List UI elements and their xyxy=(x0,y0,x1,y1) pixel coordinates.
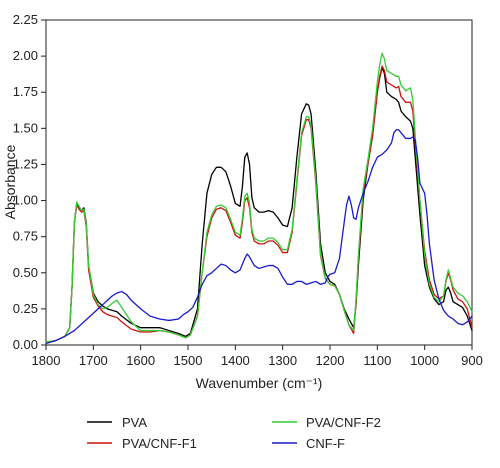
series-line-cnf-f xyxy=(45,129,473,345)
series-line-pva xyxy=(45,67,473,343)
y-tick-label: 0.50 xyxy=(13,265,38,280)
legend-label-pva: PVA xyxy=(122,415,147,430)
y-tick-label: 1.00 xyxy=(13,193,38,208)
x-tick-label: 1300 xyxy=(268,353,297,368)
x-tick-label: 1600 xyxy=(126,353,155,368)
y-tick-label: 1.25 xyxy=(13,156,38,171)
legend-item-cnf-f: CNF-F xyxy=(272,436,345,451)
series-line-pva-cnf-f2 xyxy=(45,52,473,343)
x-axis-label: Wavenumber (cm⁻¹) xyxy=(196,375,323,391)
x-tick-label: 1100 xyxy=(363,353,391,368)
y-tick-label: 0.75 xyxy=(13,229,38,244)
legend-item-pva: PVA xyxy=(87,415,147,430)
y-tick-label: 0.25 xyxy=(13,301,38,316)
x-tick-label: 1200 xyxy=(316,353,345,368)
y-tick-label: 1.50 xyxy=(13,120,38,135)
x-tick-label: 900 xyxy=(461,353,483,368)
legend-item-pva-cnf-f1: PVA/CNF-F1 xyxy=(87,436,197,451)
legend: PVA PVA/CNF-F2 PVA/CNF-F1 CNF-F xyxy=(87,415,381,451)
axes xyxy=(45,19,473,346)
series-line-pva-cnf-f1 xyxy=(45,65,473,343)
x-tick-label: 1500 xyxy=(174,353,203,368)
y-tick-label: 0.00 xyxy=(13,337,38,352)
series-layer xyxy=(45,52,473,345)
legend-label-pva-cnf-f2: PVA/CNF-F2 xyxy=(306,415,381,430)
ticks: 1800 1700 1600 1500 1400 1300 1200 1100 1000 900 0… xyxy=(13,12,483,368)
legend-item-pva-cnf-f2: PVA/CNF-F2 xyxy=(272,415,381,430)
legend-label-cnf-f: CNF-F xyxy=(306,436,345,451)
x-tick-label: 1400 xyxy=(221,353,250,368)
x-tick-label: 1800 xyxy=(32,353,61,368)
legend-label-pva-cnf-f1: PVA/CNF-F1 xyxy=(122,436,197,451)
y-axis-label: Absorbance xyxy=(2,144,18,219)
y-tick-label: 2.00 xyxy=(13,48,38,63)
y-tick-label: 2.25 xyxy=(13,12,38,27)
x-tick-label: 1000 xyxy=(410,353,439,368)
x-tick-label: 1700 xyxy=(79,353,108,368)
y-tick-label: 1.75 xyxy=(13,84,38,99)
plot-frame xyxy=(45,19,473,346)
